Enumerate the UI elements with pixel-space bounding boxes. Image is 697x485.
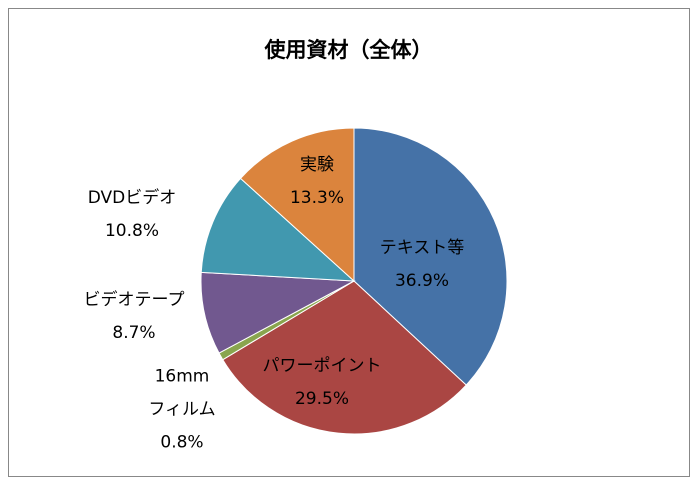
pie-slice	[200, 177, 356, 282]
value-label: 13.3%	[289, 188, 345, 208]
value-label: 29.5%	[294, 389, 349, 409]
slice-label: パワーポイント 29.5%	[263, 350, 382, 416]
slice-label: DVDビデオ 10.8%	[88, 182, 177, 248]
value-label: 8.7%	[112, 323, 156, 343]
value-label: 0.8%	[160, 432, 204, 453]
category-label: ビデオテープ	[83, 290, 185, 310]
category-label: パワーポイント	[262, 356, 382, 376]
slice-label: テキスト等 36.9%	[380, 232, 465, 298]
pie-slice	[353, 127, 508, 386]
slice-label: 実験 13.3%	[290, 149, 344, 215]
category-label: 16mm フィルム	[148, 366, 216, 420]
category-label: テキスト等	[379, 238, 465, 258]
category-label: DVDビデオ	[87, 188, 177, 208]
category-label: 実験	[299, 155, 334, 175]
pie-slice	[239, 127, 355, 283]
value-label: 10.8%	[104, 221, 160, 241]
slice-label: 16mm フィルム 0.8%	[148, 361, 215, 460]
pie-slice	[200, 271, 356, 354]
pie-slice	[222, 280, 467, 435]
chart-title: 使用資材（全体）	[264, 38, 433, 62]
slice-label: ビデオテープ 8.7%	[84, 284, 185, 350]
value-label: 36.9%	[394, 271, 449, 291]
